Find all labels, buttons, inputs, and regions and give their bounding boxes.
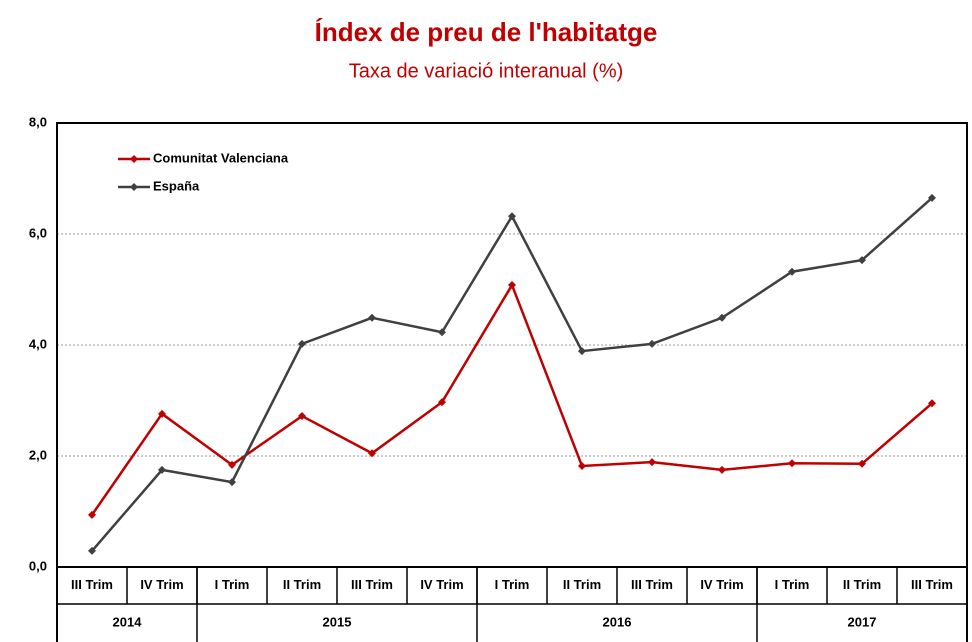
point-marker bbox=[298, 412, 306, 421]
legend-marker bbox=[130, 183, 138, 191]
x-tick-label: II Trim bbox=[283, 577, 321, 592]
point-marker bbox=[298, 339, 306, 348]
point-marker bbox=[438, 398, 446, 407]
chart-title: Índex de preu de l'habitatge bbox=[315, 17, 658, 47]
point-marker bbox=[578, 461, 586, 470]
point-marker bbox=[718, 465, 726, 474]
x-tick-label: III Trim bbox=[911, 577, 953, 592]
point-marker bbox=[368, 313, 376, 322]
y-tick-label: 0,0 bbox=[29, 558, 47, 573]
point-marker bbox=[228, 478, 236, 487]
x-group-label: 2014 bbox=[113, 614, 143, 629]
chart-subtitle: Taxa de variació interanual (%) bbox=[349, 60, 624, 82]
point-marker bbox=[928, 193, 936, 202]
legend-label: España bbox=[153, 178, 200, 193]
point-marker bbox=[858, 459, 866, 468]
series-line bbox=[91, 196, 933, 552]
x-tick-label: I Trim bbox=[775, 577, 810, 592]
point-marker bbox=[858, 256, 866, 265]
plot-frame bbox=[56, 122, 968, 568]
x-tick-label: I Trim bbox=[495, 577, 530, 592]
point-marker bbox=[88, 510, 96, 519]
x-tick-label: IV Trim bbox=[700, 577, 743, 592]
x-tick-label: IV Trim bbox=[420, 577, 463, 592]
x-tick-label: II Trim bbox=[563, 577, 601, 592]
y-tick-label: 6,0 bbox=[29, 225, 47, 240]
point-marker bbox=[508, 281, 516, 290]
point-marker bbox=[158, 465, 166, 474]
point-marker bbox=[928, 399, 936, 408]
x-tick-label: I Trim bbox=[215, 577, 250, 592]
x-group-label: 2015 bbox=[323, 614, 352, 629]
x-tick-label: II Trim bbox=[843, 577, 881, 592]
point-marker bbox=[718, 313, 726, 322]
point-marker bbox=[438, 328, 446, 337]
x-tick-label: IV Trim bbox=[140, 577, 183, 592]
point-marker bbox=[508, 212, 516, 221]
y-tick-label: 2,0 bbox=[29, 447, 47, 462]
point-marker bbox=[158, 409, 166, 418]
x-tick-label: III Trim bbox=[351, 577, 393, 592]
point-marker bbox=[788, 459, 796, 468]
legend-marker bbox=[130, 155, 138, 163]
legend-label: Comunitat Valenciana bbox=[153, 150, 289, 165]
point-marker bbox=[648, 339, 656, 348]
point-marker bbox=[228, 460, 236, 469]
point-marker bbox=[578, 347, 586, 356]
point-marker bbox=[648, 458, 656, 467]
x-tick-label: III Trim bbox=[71, 577, 113, 592]
x-group-label: 2016 bbox=[603, 614, 632, 629]
point-marker bbox=[788, 267, 796, 276]
x-group-label: 2017 bbox=[848, 614, 877, 629]
y-tick-label: 8,0 bbox=[29, 114, 47, 129]
x-tick-label: III Trim bbox=[631, 577, 673, 592]
point-marker bbox=[368, 449, 376, 458]
y-tick-label: 4,0 bbox=[29, 336, 47, 351]
point-marker bbox=[88, 546, 96, 555]
